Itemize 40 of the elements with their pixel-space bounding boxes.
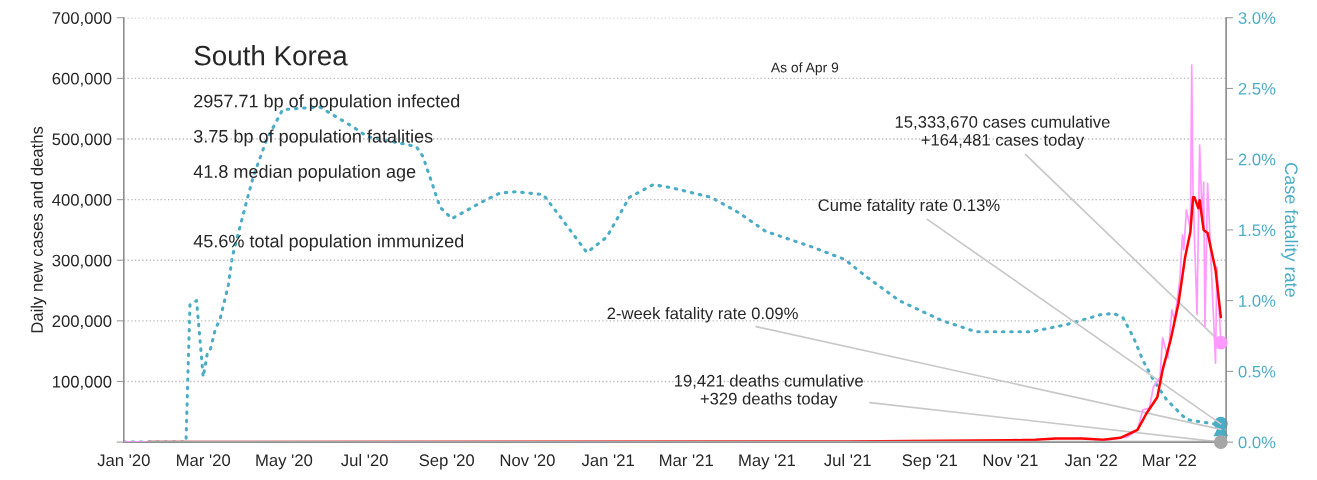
annotation: Cume fatality rate 0.13% [818,198,1000,215]
x-tick-label: May '20 [256,454,313,470]
x-tick-label: Mar '22 [1143,454,1196,467]
x-tick-label: May '21 [739,454,796,470]
annotation: 15,333,670 cases cumulative +164,481 cases today [895,115,1110,150]
y2-tick-label: 2.0% [1238,153,1276,166]
y2-tick-label: 1.5% [1239,224,1276,237]
x-tick-label: Jul '20 [341,453,388,467]
y2-tick-label: 0.5% [1238,365,1276,378]
y-tick-label: 100,000 [53,375,112,390]
x-tick-label: Sep '20 [419,454,475,470]
x-tick-label: Jan '21 [581,454,634,467]
x-tick-label: Jul '21 [824,453,871,467]
y-tick-label: 300,000 [52,254,112,269]
x-tick-label: Nov '20 [500,454,555,467]
y-tick-label: 400,000 [52,194,112,208]
annotation: 2-week fatality rate 0.09% [607,307,798,323]
x-tick-label: Sep '21 [902,454,957,470]
y-axis-title: Daily new cases and deaths [30,126,47,333]
annotation: 3.75 bp of population fatalities [193,129,433,147]
x-tick-label: Mar '20 [177,454,231,467]
y2-axis-title: Case fatality rate [1281,163,1299,297]
y-tick-label: 600,000 [52,72,112,87]
x-tick-label: Jan '22 [1064,454,1117,467]
y-tick-label: 700,000 [52,12,112,26]
annotation: 41.8 median population age [193,164,416,182]
y2-tick-label: 1.0% [1239,295,1276,307]
x-tick-label: Jan '20 [97,454,150,467]
text: South Korea [194,45,348,66]
annotation: 45.6% total population immunized [193,234,464,252]
annotation: As of Apr 9 [770,62,839,76]
y-tick-label: 500,000 [52,133,112,148]
annotation: 2957.71 bp of population infected [194,94,460,112]
x-tick-label: Mar '21 [660,454,713,467]
y2-tick-label: 3.0% [1238,12,1276,24]
y-tick-label: 200,000 [52,315,112,330]
annotation: 19,421 deaths cumulative +329 deaths today [674,374,863,408]
x-tick-label: Nov '21 [983,454,1038,467]
y2-tick-label: 2.5% [1238,82,1276,95]
y2-tick-label: 0.0% [1238,436,1276,449]
